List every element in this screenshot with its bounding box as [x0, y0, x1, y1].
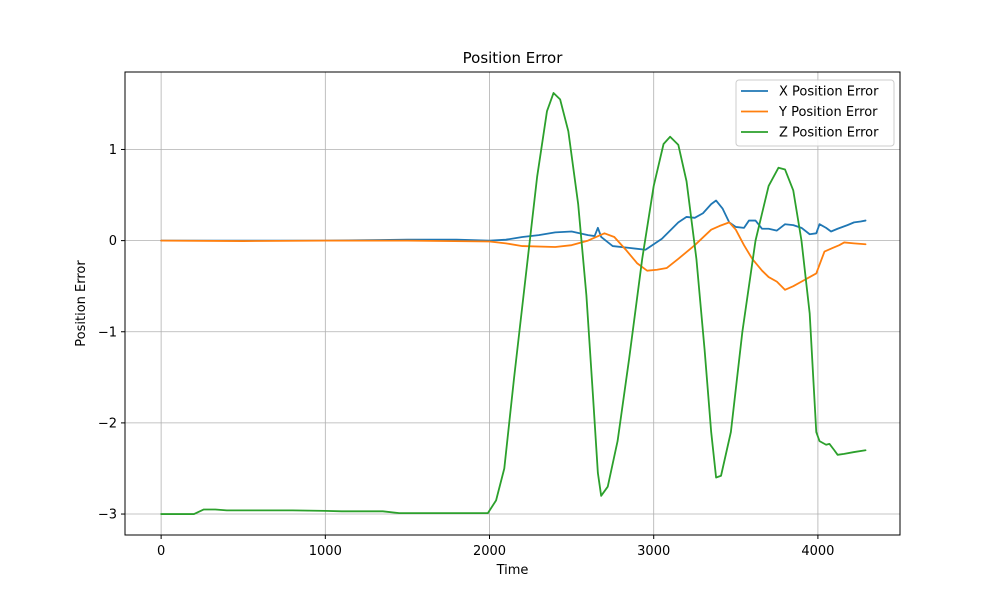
y-axis-label: Position Error [74, 260, 89, 347]
y-tick-label: 1 [109, 143, 117, 158]
y-position-error-line [160, 221, 867, 291]
tick-layer: 0 1000 2000 3000 4000 −3 −2 −1 0 1 [98, 143, 835, 559]
x-tick-label: 0 [157, 544, 165, 559]
plot-frame [124, 71, 901, 536]
chart-title: Position Error [463, 49, 564, 67]
legend-label-z-position-error: Z Position Error [779, 126, 879, 141]
x-tick-label: 1000 [309, 544, 342, 559]
x-tick-label: 2000 [473, 544, 506, 559]
y-tick-label: −3 [98, 508, 117, 523]
y-tick-label: 0 [109, 234, 117, 249]
z-position-error-line [160, 92, 867, 515]
plot-area [160, 92, 867, 515]
x-position-error-line [160, 199, 867, 251]
legend: X Position Error Y Position Error Z Positi… [735, 79, 895, 147]
y-tick-label: −2 [98, 416, 117, 431]
y-tick-label: −1 [98, 325, 117, 340]
x-axis-label: Time [496, 563, 529, 578]
legend-label-y-position-error: Y Position Error [778, 105, 878, 120]
legend-label-x-position-error: X Position Error [779, 85, 879, 100]
legend-box [735, 79, 895, 147]
x-tick-label: 4000 [801, 544, 834, 559]
x-tick-label: 3000 [637, 544, 670, 559]
